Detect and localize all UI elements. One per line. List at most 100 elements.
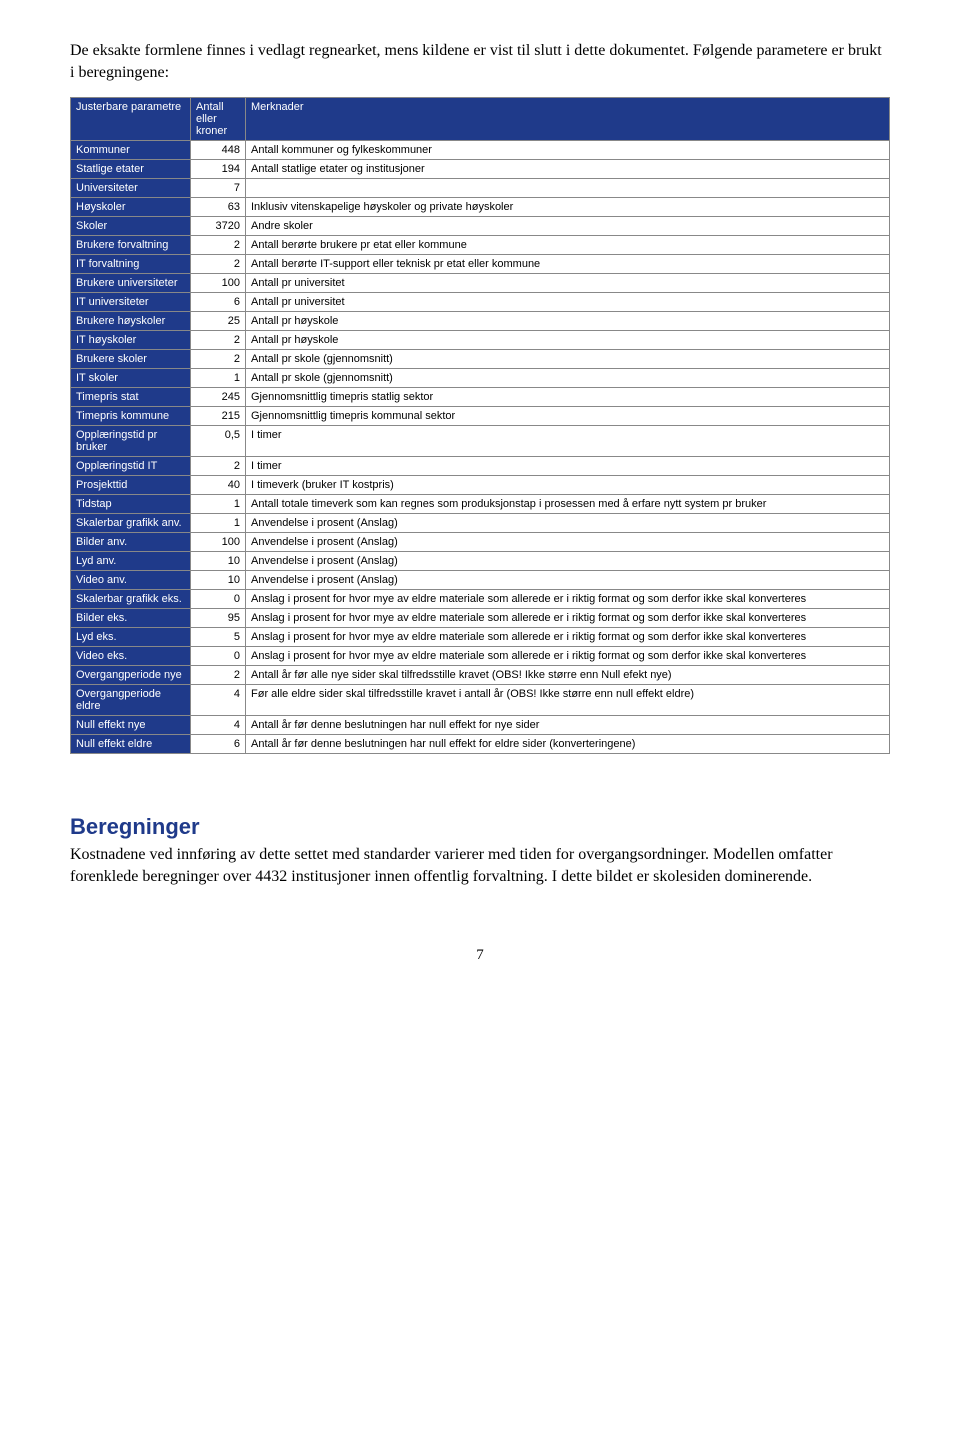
header-col-1: Justerbare parametre: [71, 98, 191, 141]
row-description: Anslag i prosent for hvor mye av eldre m…: [246, 628, 890, 647]
row-label: Brukere skoler: [71, 350, 191, 369]
row-value: 2: [191, 457, 246, 476]
table-header-row: Justerbare parametre Antall eller kroner…: [71, 98, 890, 141]
table-row: Opplæringstid pr bruker0,5I timer: [71, 426, 890, 457]
row-description: Antall pr universitet: [246, 274, 890, 293]
row-value: 4: [191, 716, 246, 735]
row-description: I timeverk (bruker IT kostpris): [246, 476, 890, 495]
table-row: Brukere skoler2Antall pr skole (gjennoms…: [71, 350, 890, 369]
row-description: [246, 179, 890, 198]
row-value: 6: [191, 293, 246, 312]
header-col-3: Merknader: [246, 98, 890, 141]
row-description: I timer: [246, 457, 890, 476]
row-value: 2: [191, 666, 246, 685]
row-value: 63: [191, 198, 246, 217]
table-row: Prosjekttid40I timeverk (bruker IT kostp…: [71, 476, 890, 495]
row-description: Gjennomsnittlig timepris statlig sektor: [246, 388, 890, 407]
table-row: Universiteter7: [71, 179, 890, 198]
row-description: Antall berørte brukere pr etat eller kom…: [246, 236, 890, 255]
table-row: Overgangperiode nye2Antall år før alle n…: [71, 666, 890, 685]
table-row: Skoler3720Andre skoler: [71, 217, 890, 236]
row-label: Overgangperiode nye: [71, 666, 191, 685]
row-description: Antall berørte IT-support eller teknisk …: [246, 255, 890, 274]
row-value: 10: [191, 552, 246, 571]
row-value: 100: [191, 274, 246, 293]
row-value: 1: [191, 514, 246, 533]
table-row: Tidstap1Antall totale timeverk som kan r…: [71, 495, 890, 514]
row-description: Antall pr skole (gjennomsnitt): [246, 369, 890, 388]
row-value: 6: [191, 735, 246, 754]
table-row: Statlige etater194Antall statlige etater…: [71, 160, 890, 179]
row-value: 245: [191, 388, 246, 407]
row-label: Null effekt eldre: [71, 735, 191, 754]
row-description: Anvendelse i prosent (Anslag): [246, 552, 890, 571]
row-label: Prosjekttid: [71, 476, 191, 495]
table-row: Timepris stat245Gjennomsnittlig timepris…: [71, 388, 890, 407]
table-row: Video anv.10Anvendelse i prosent (Anslag…: [71, 571, 890, 590]
row-value: 2: [191, 236, 246, 255]
row-description: Antall statlige etater og institusjoner: [246, 160, 890, 179]
section-body: Kostnadene ved innføring av dette settet…: [70, 844, 890, 887]
row-label: Brukere høyskoler: [71, 312, 191, 331]
row-label: Høyskoler: [71, 198, 191, 217]
row-label: IT høyskoler: [71, 331, 191, 350]
table-row: Opplæringstid IT2I timer: [71, 457, 890, 476]
table-row: IT høyskoler2Antall pr høyskole: [71, 331, 890, 350]
row-label: Universiteter: [71, 179, 191, 198]
row-label: IT skoler: [71, 369, 191, 388]
row-description: Anvendelse i prosent (Anslag): [246, 533, 890, 552]
table-row: Brukere universiteter100Antall pr univer…: [71, 274, 890, 293]
row-label: Skalerbar grafikk eks.: [71, 590, 191, 609]
row-label: Lyd eks.: [71, 628, 191, 647]
row-value: 7: [191, 179, 246, 198]
row-description: Anslag i prosent for hvor mye av eldre m…: [246, 590, 890, 609]
row-value: 10: [191, 571, 246, 590]
row-label: Brukere universiteter: [71, 274, 191, 293]
row-value: 215: [191, 407, 246, 426]
row-label: Statlige etater: [71, 160, 191, 179]
intro-paragraph: De eksakte formlene finnes i vedlagt reg…: [70, 40, 890, 83]
table-row: IT forvaltning2Antall berørte IT-support…: [71, 255, 890, 274]
row-label: Opplæringstid IT: [71, 457, 191, 476]
section-heading: Beregninger: [70, 814, 890, 840]
row-label: IT universiteter: [71, 293, 191, 312]
row-value: 1: [191, 495, 246, 514]
table-row: Skalerbar grafikk anv.1Anvendelse i pros…: [71, 514, 890, 533]
row-value: 194: [191, 160, 246, 179]
row-description: Antall pr høyskole: [246, 312, 890, 331]
row-description: Antall kommuner og fylkeskommuner: [246, 141, 890, 160]
row-description: Anslag i prosent for hvor mye av eldre m…: [246, 609, 890, 628]
row-description: Anslag i prosent for hvor mye av eldre m…: [246, 647, 890, 666]
table-row: Timepris kommune215Gjennomsnittlig timep…: [71, 407, 890, 426]
table-row: Høyskoler63Inklusiv vitenskapelige høysk…: [71, 198, 890, 217]
row-label: Video eks.: [71, 647, 191, 666]
row-label: Brukere forvaltning: [71, 236, 191, 255]
row-value: 5: [191, 628, 246, 647]
table-row: Lyd eks.5Anslag i prosent for hvor mye a…: [71, 628, 890, 647]
row-description: Inklusiv vitenskapelige høyskoler og pri…: [246, 198, 890, 217]
table-row: Null effekt eldre6Antall år før denne be…: [71, 735, 890, 754]
row-value: 25: [191, 312, 246, 331]
row-value: 0: [191, 647, 246, 666]
row-value: 0: [191, 590, 246, 609]
row-description: Antall pr universitet: [246, 293, 890, 312]
table-row: Video eks.0Anslag i prosent for hvor mye…: [71, 647, 890, 666]
row-value: 3720: [191, 217, 246, 236]
row-description: Antall totale timeverk som kan regnes so…: [246, 495, 890, 514]
row-value: 0,5: [191, 426, 246, 457]
table-row: IT skoler1Antall pr skole (gjennomsnitt): [71, 369, 890, 388]
table-row: Lyd anv.10Anvendelse i prosent (Anslag): [71, 552, 890, 571]
row-label: Null effekt nye: [71, 716, 191, 735]
row-description: Antall pr skole (gjennomsnitt): [246, 350, 890, 369]
row-description: Antall år før denne beslutningen har nul…: [246, 716, 890, 735]
row-description: Antall pr høyskole: [246, 331, 890, 350]
row-label: Opplæringstid pr bruker: [71, 426, 191, 457]
row-value: 1: [191, 369, 246, 388]
row-description: Gjennomsnittlig timepris kommunal sektor: [246, 407, 890, 426]
row-description: Anvendelse i prosent (Anslag): [246, 571, 890, 590]
row-value: 2: [191, 331, 246, 350]
row-description: I timer: [246, 426, 890, 457]
table-row: Brukere forvaltning2Antall berørte bruke…: [71, 236, 890, 255]
row-label: Overgangperiode eldre: [71, 685, 191, 716]
parameters-table: Justerbare parametre Antall eller kroner…: [70, 97, 890, 754]
